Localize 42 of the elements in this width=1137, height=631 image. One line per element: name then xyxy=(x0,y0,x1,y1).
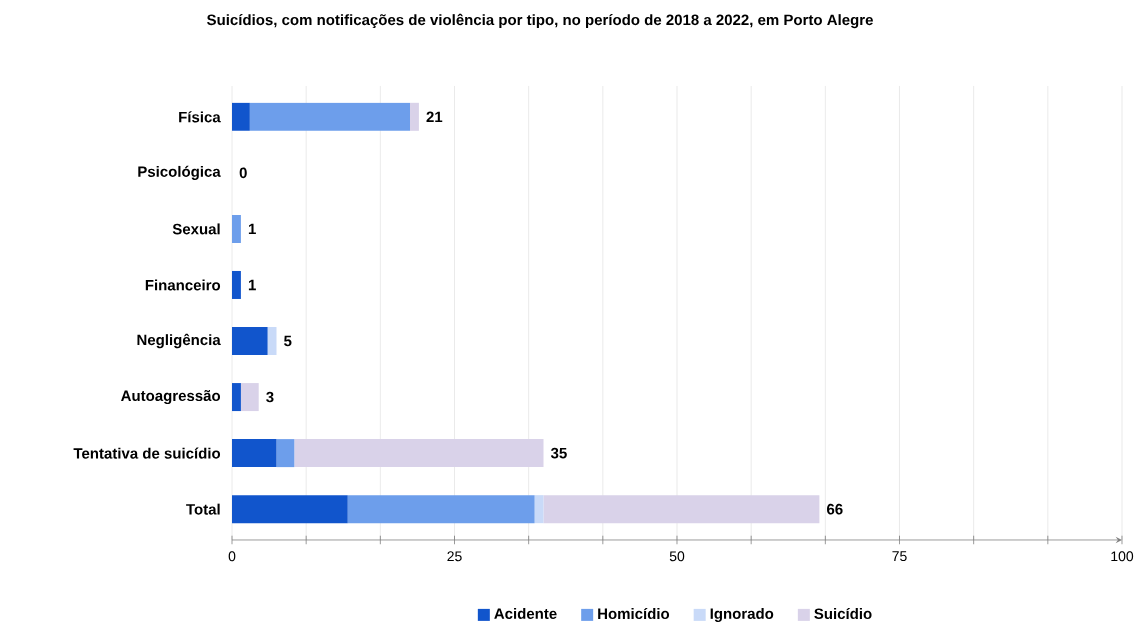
y-tick-label: Física xyxy=(179,111,221,123)
bar xyxy=(240,383,259,412)
x-tick-label: 25 xyxy=(447,551,462,562)
y-tick-label: Autoagressão xyxy=(121,390,221,405)
bar xyxy=(534,495,544,524)
legend-label: Ignorado xyxy=(710,607,774,622)
x-tick-label: 75 xyxy=(892,551,907,562)
bar xyxy=(276,439,295,468)
y-tick-label: Tentativa de suicídio xyxy=(73,447,221,459)
bar xyxy=(267,327,277,356)
total-label: 21 xyxy=(426,111,443,123)
y-tick-label: Financeiro xyxy=(145,279,221,291)
bar xyxy=(232,102,250,131)
y-tick-label: Total xyxy=(186,503,220,515)
bar xyxy=(232,327,268,356)
bar xyxy=(543,495,820,524)
total-label: 5 xyxy=(284,335,292,347)
bar xyxy=(232,383,241,412)
total-label: 66 xyxy=(827,503,843,515)
x-tick-label: 100 xyxy=(1111,551,1134,562)
x-tick-label: 50 xyxy=(669,551,685,562)
bar xyxy=(232,439,277,468)
bar xyxy=(232,495,348,524)
y-tick-label: Sexual xyxy=(172,223,220,235)
total-label: 1 xyxy=(248,279,256,291)
bar xyxy=(232,214,241,243)
legend-label: Acidente xyxy=(494,607,557,619)
total-label: 35 xyxy=(550,447,567,459)
y-tick-label: Psicológica xyxy=(138,165,221,180)
total-label: 0 xyxy=(239,167,247,179)
total-label: 1 xyxy=(248,223,256,235)
bar xyxy=(410,102,419,131)
bar xyxy=(232,270,241,299)
bar xyxy=(249,102,410,131)
x-tick-label: 0 xyxy=(228,551,236,562)
legend-label: Homicídio xyxy=(598,607,670,620)
legend-label: Suicídio xyxy=(814,607,872,620)
chart-title: Suicídios, com notificações de violência por tipo, no período de 2018 a 2022, em Porto Alegre xyxy=(207,13,873,29)
bar xyxy=(347,495,535,524)
total-label: 3 xyxy=(266,391,274,403)
bar xyxy=(294,439,544,468)
y-tick-label: Negligência xyxy=(137,333,221,349)
